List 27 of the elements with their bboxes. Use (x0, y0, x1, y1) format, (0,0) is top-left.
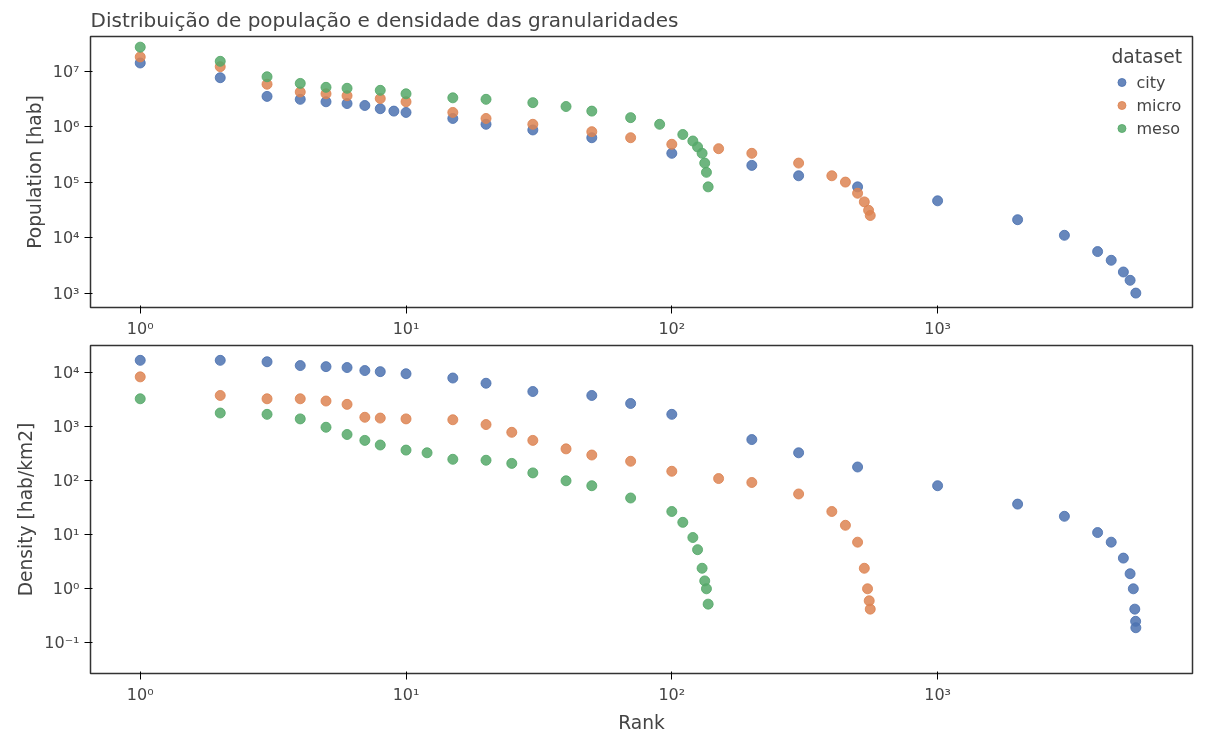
y-tick-label: 10⁵ (52, 172, 80, 192)
y-tick-label: 10⁶ (52, 117, 80, 137)
y-tick-label: 10⁻¹ (44, 633, 80, 653)
legend-label: meso (1136, 118, 1181, 138)
x-tick-label: 10² (658, 684, 686, 704)
y-tick-label: 10⁰ (52, 579, 80, 599)
x-tick-label: 10³ (924, 684, 951, 704)
y-tick-label: 10⁷ (52, 61, 80, 81)
legend-label: city (1136, 72, 1166, 92)
y-tick-label: 10¹ (52, 525, 80, 545)
y-tick-label: 10⁴ (52, 363, 80, 383)
x-axis-title: Rank (618, 711, 665, 733)
legend-label: micro (1136, 95, 1182, 115)
y-axis-title: Density [hab/km2] (15, 422, 37, 597)
x-tick-label: 10¹ (392, 318, 420, 338)
legend-title: dataset (1111, 46, 1182, 67)
y-tick-label: 10³ (52, 283, 80, 303)
x-tick-label: 10⁰ (126, 318, 154, 338)
x-tick-label: 10⁰ (126, 684, 154, 704)
x-tick-label: 10¹ (392, 684, 420, 704)
y-tick-label: 10³ (52, 417, 80, 437)
y-axis-title: Population [hab] (23, 95, 45, 249)
x-tick-label: 10² (658, 318, 686, 338)
y-tick-label: 10⁴ (52, 228, 80, 248)
y-tick-label: 10² (52, 471, 80, 491)
x-tick-label: 10³ (924, 318, 951, 338)
chart-title: Distribuição de população e densidade das granularidades (90, 7, 679, 32)
